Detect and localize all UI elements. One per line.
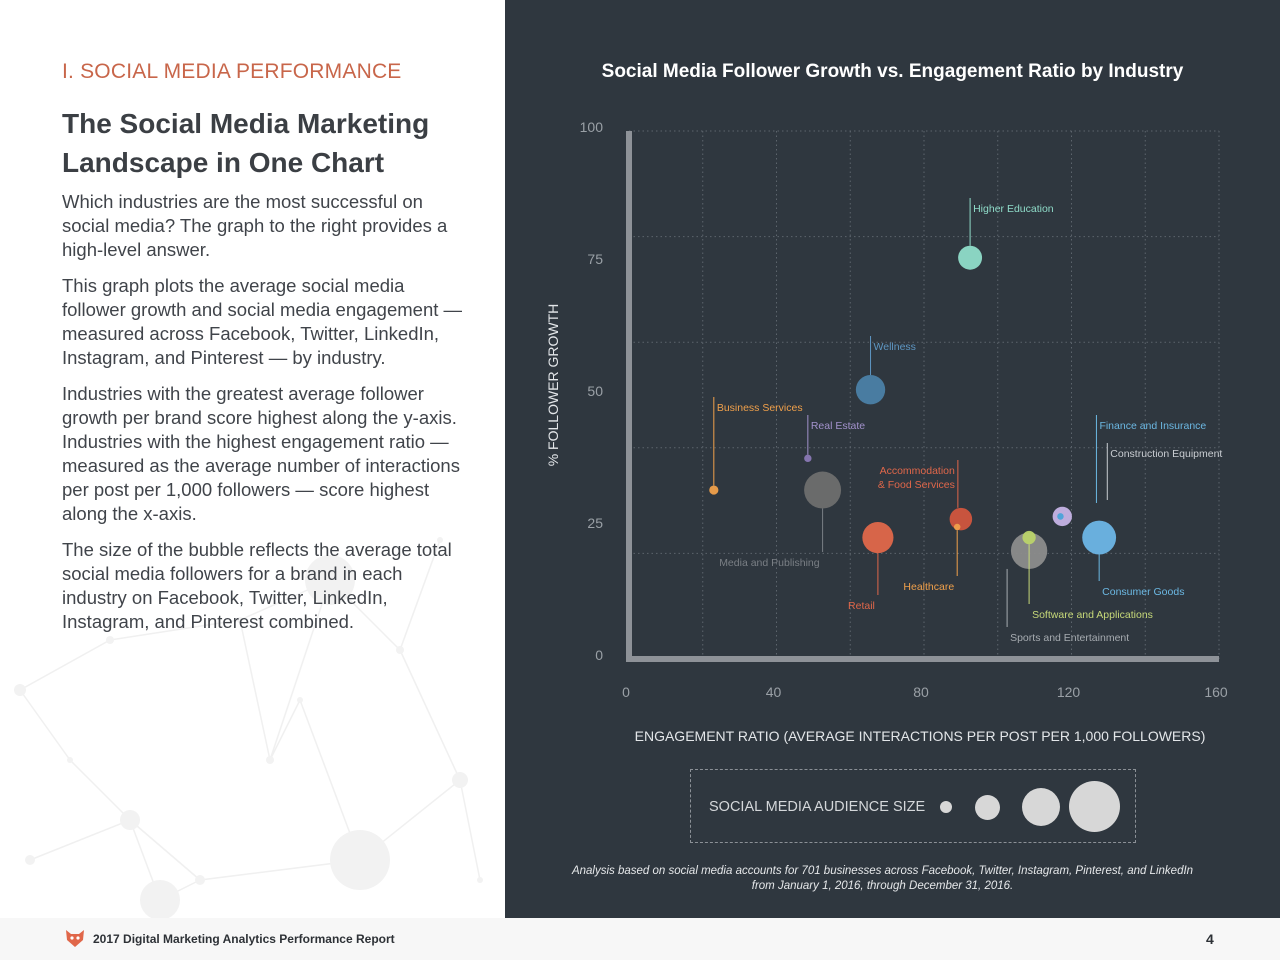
x-tick-label: 40 [766, 684, 782, 700]
bubble-higher-education [958, 245, 983, 270]
y-tick-label: 100 [580, 119, 604, 135]
body-text: Which industries are the most successful… [62, 190, 472, 646]
label-software-and-applications: Software and Applications [1032, 609, 1153, 621]
label-media-and-publishing: Media and Publishing [719, 557, 820, 569]
x-tick-label: 160 [1204, 684, 1228, 700]
chart-title: Social Media Follower Growth vs. Engagem… [601, 61, 1184, 82]
label-consumer-goods: Consumer Goods [1102, 586, 1184, 598]
left-text-panel: I. SOCIAL MEDIA PERFORMANCE The Social M… [0, 0, 505, 918]
size-legend-dot-large [1022, 788, 1060, 826]
label-finance-and-insurance: Finance and Insurance [1099, 420, 1206, 432]
label-retail: Retail [848, 600, 875, 612]
bubble-finance-and-insurance [1057, 513, 1064, 520]
y-tick-label: 0 [595, 647, 603, 663]
label-accommodation-food-services-line2: & Food Services [878, 479, 955, 491]
bubble-retail [862, 521, 894, 554]
size-legend: SOCIAL MEDIA AUDIENCE SIZE [690, 769, 1136, 843]
page-heading: The Social Media Marketing Landscape in … [62, 108, 430, 178]
y-axis-title: % FOLLOWER GROWTH [545, 304, 561, 467]
x-tick-label: 80 [913, 684, 929, 700]
bubble-chart: 0 40 80 120 160 0 25 50 75 100 ENGAGEMENT RATIO (A… [545, 119, 1228, 744]
size-legend-dot-medium [975, 795, 1000, 820]
bubble-healthcare [953, 523, 961, 531]
label-business-services: Business Services [717, 402, 803, 414]
bubble-real-estate [804, 454, 812, 463]
label-real-estate: Real Estate [811, 420, 865, 432]
section-label: I. SOCIAL MEDIA PERFORMANCE [62, 60, 402, 83]
bubble-software-and-applications [1022, 530, 1036, 545]
page-number: 4 [1206, 931, 1214, 947]
label-healthcare: Healthcare [903, 581, 954, 593]
y-tick-label: 75 [587, 251, 603, 267]
paragraph: Industries with the greatest average fol… [62, 383, 460, 524]
page-footer: 2017 Digital Marketing Analytics Perform… [0, 918, 1280, 960]
bubble-consumer-goods [1082, 520, 1117, 555]
bubble-accommodation-food-services [949, 507, 973, 531]
label-sports-and-entertainment: Sports and Entertainment [1010, 632, 1129, 644]
x-tick-label: 0 [622, 684, 630, 700]
size-legend-dot-xlarge [1069, 781, 1120, 832]
x-axis-title: ENGAGEMENT RATIO (AVERAGE INTERACTIONS P… [635, 728, 1206, 744]
size-legend-label: SOCIAL MEDIA AUDIENCE SIZE [709, 799, 926, 815]
report-logo-icon [66, 930, 84, 947]
paragraph: The size of the bubble reflects the aver… [62, 539, 452, 632]
bubble-business-services [709, 485, 719, 495]
size-legend-dot-small [940, 801, 952, 813]
y-tick-label: 25 [587, 515, 603, 531]
paragraph: This graph plots the average social medi… [62, 275, 463, 368]
y-tick-label: 50 [587, 383, 603, 399]
network-background-decoration [14, 537, 483, 918]
report-title: 2017 Digital Marketing Analytics Perform… [93, 932, 395, 946]
label-accommodation-food-services: Accommodation [880, 465, 955, 477]
bubble-media-and-publishing [804, 471, 842, 509]
paragraph: Which industries are the most successful… [62, 191, 448, 260]
label-construction-equipment: Construction Equipment [1110, 448, 1222, 460]
bubble-wellness [855, 375, 886, 405]
x-tick-label: 120 [1057, 684, 1081, 700]
label-wellness: Wellness [874, 341, 916, 353]
label-higher-education: Higher Education [973, 203, 1054, 215]
chart-panel: Social Media Follower Growth vs. Engagem… [505, 0, 1280, 918]
chart-footnote: Analysis based on social media accounts … [571, 865, 1194, 892]
